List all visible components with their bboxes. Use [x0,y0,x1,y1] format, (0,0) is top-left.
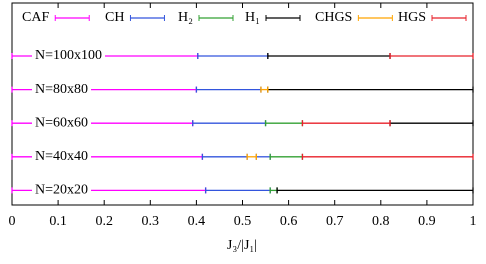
range-segment [246,153,257,160]
legend-label: CHGS [315,10,352,25]
row-label-bg [32,115,92,132]
x-tick-label: 0.9 [418,214,436,229]
x-tick-label: 0 [9,214,16,229]
x-tick-label: 0.2 [95,214,113,229]
legend-label: CAF [22,10,49,25]
row-label-bg [32,81,92,98]
range-segment [260,86,269,93]
range-segment [192,120,267,127]
x-tick-label: 0.4 [188,214,206,229]
x-tick-label: 0.5 [234,214,252,229]
range-segment [301,153,474,160]
legend-label: HGS [398,10,426,25]
range-segment [204,187,271,194]
row-label: N=40x40 [35,149,88,164]
range-segment [264,120,304,127]
legend-label: H₁ [245,10,260,25]
x-tick-label: 0.3 [142,214,160,229]
range-segment [267,86,474,93]
range-segment [201,153,248,160]
range-segment [389,120,474,127]
range-segment [301,120,391,127]
x-tick-label: 1 [470,214,477,229]
row-label: N=80x80 [35,82,88,97]
legend-label: CH [105,10,124,25]
row-label: N=20x20 [35,183,88,198]
row-label-bg [32,148,92,165]
range-segment [197,53,269,59]
range-segment [267,53,391,59]
x-tick-label: 0.8 [372,214,390,229]
row-label-bg [32,182,92,199]
range-segment [269,187,278,194]
range-segment [195,86,262,93]
row-label: N=60x60 [35,115,88,130]
x-axis-label: J₃/|J₁| [227,238,257,253]
range-segment [255,153,271,160]
range-segment [389,53,474,59]
row-label-bg [32,48,106,64]
x-tick-label: 0.7 [326,214,344,229]
plot-frame [11,2,474,206]
range-segment [269,153,304,160]
row-label: N=100x100 [35,48,102,63]
legend-label: H₂ [178,10,193,25]
x-tick-label: 0.1 [49,214,67,229]
x-tick-label: 0.6 [280,214,298,229]
range-segment [276,187,474,194]
